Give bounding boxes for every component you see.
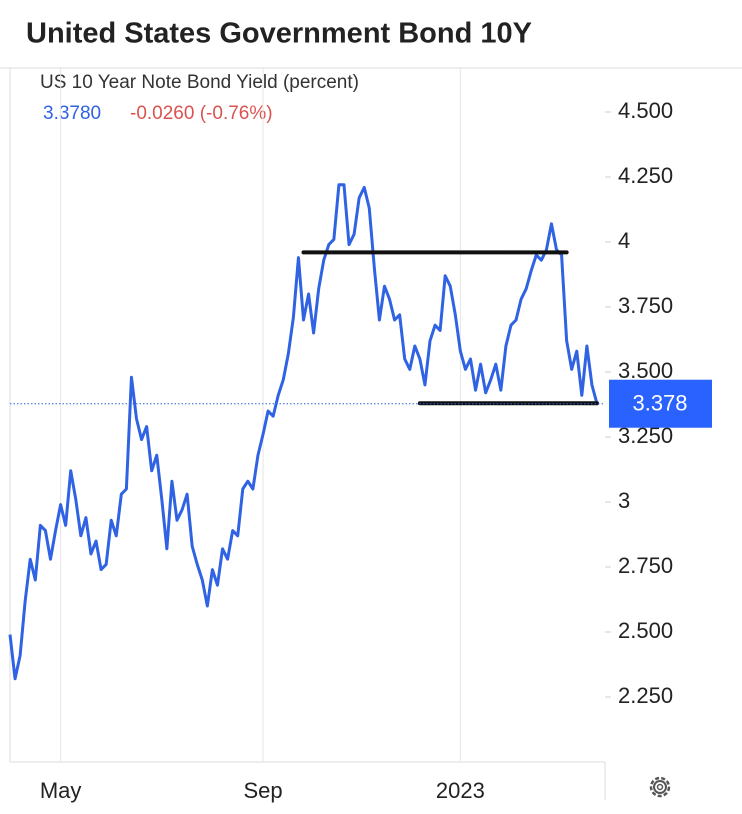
last-value-box (609, 379, 712, 428)
chart-title: United States Government Bond 10Y (26, 18, 532, 50)
x-tick-label: May (40, 778, 82, 803)
quote-price: 3.3780 (43, 103, 101, 124)
y-tick-label: 4.500 (618, 98, 673, 123)
y-tick-label: 3 (618, 488, 630, 513)
x-tick-label: Sep (243, 778, 282, 803)
y-tick-label: 2.750 (618, 553, 673, 578)
y-tick-label: 2.500 (618, 618, 673, 643)
y-tick-label: 4.250 (618, 163, 673, 188)
y-tick-label: 4 (618, 228, 630, 253)
series-name: US 10 Year Note Bond Yield (percent) (40, 72, 359, 93)
series-line (8, 183, 599, 681)
y-tick-label: 3.750 (618, 293, 673, 318)
x-tick-label: 2023 (436, 778, 485, 803)
last-value-label: 3.378 (632, 391, 687, 416)
y-tick-label: 2.250 (618, 683, 673, 708)
settings-icon[interactable] (649, 776, 671, 798)
y-tick-label: 3.500 (618, 358, 673, 383)
quote-change: -0.0260 (-0.76%) (130, 103, 273, 124)
